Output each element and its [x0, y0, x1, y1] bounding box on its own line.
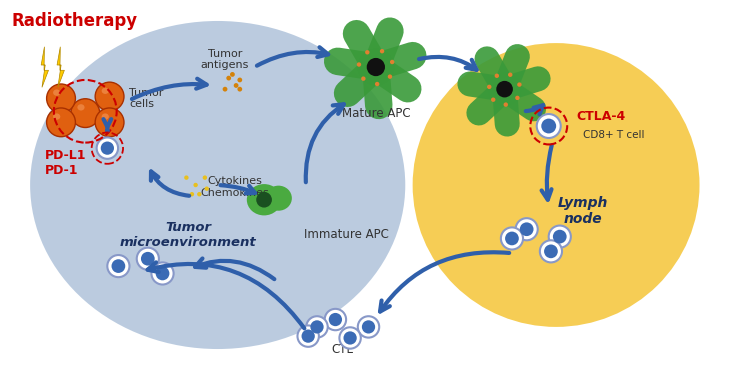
PathPatch shape — [57, 47, 64, 87]
Ellipse shape — [77, 104, 85, 111]
Text: PD-L1
PD-1: PD-L1 PD-1 — [45, 149, 86, 177]
Ellipse shape — [53, 90, 60, 96]
Ellipse shape — [361, 77, 366, 81]
Ellipse shape — [230, 72, 235, 77]
Text: Mature APC: Mature APC — [341, 107, 411, 120]
Ellipse shape — [362, 320, 375, 333]
Ellipse shape — [234, 83, 239, 88]
Ellipse shape — [517, 83, 522, 87]
Text: Lymph
node: Lymph node — [558, 196, 609, 226]
Ellipse shape — [102, 114, 109, 120]
Ellipse shape — [102, 88, 109, 94]
Ellipse shape — [97, 137, 118, 159]
Ellipse shape — [189, 192, 194, 196]
Ellipse shape — [487, 85, 492, 89]
Ellipse shape — [413, 43, 699, 327]
Text: Cytokines
Chemokines: Cytokines Chemokines — [200, 176, 269, 198]
Ellipse shape — [488, 73, 521, 106]
Ellipse shape — [108, 255, 130, 277]
Ellipse shape — [501, 228, 523, 249]
Ellipse shape — [223, 87, 228, 91]
Ellipse shape — [544, 245, 558, 258]
Ellipse shape — [204, 186, 209, 191]
Text: CTLA-4: CTLA-4 — [576, 110, 625, 123]
Ellipse shape — [237, 78, 242, 83]
Ellipse shape — [193, 183, 198, 187]
Ellipse shape — [137, 248, 159, 270]
Ellipse shape — [367, 58, 385, 76]
Ellipse shape — [247, 184, 282, 215]
Ellipse shape — [357, 49, 394, 85]
Ellipse shape — [307, 316, 328, 337]
Ellipse shape — [310, 320, 324, 333]
Text: Tumor
antigens: Tumor antigens — [201, 49, 249, 70]
Ellipse shape — [197, 192, 201, 196]
Ellipse shape — [503, 102, 508, 107]
Text: Tumor
cells: Tumor cells — [130, 88, 164, 109]
Ellipse shape — [256, 192, 272, 208]
Ellipse shape — [516, 218, 538, 240]
Ellipse shape — [184, 175, 189, 180]
Ellipse shape — [520, 222, 534, 236]
Ellipse shape — [375, 82, 380, 86]
Ellipse shape — [380, 49, 384, 53]
Ellipse shape — [71, 99, 99, 128]
Ellipse shape — [101, 141, 114, 155]
Ellipse shape — [237, 87, 242, 91]
Ellipse shape — [340, 327, 361, 349]
Text: Immature APC: Immature APC — [304, 228, 389, 241]
Text: Tumor
microenvironment: Tumor microenvironment — [120, 221, 256, 249]
Ellipse shape — [515, 96, 520, 100]
Ellipse shape — [539, 240, 562, 262]
Ellipse shape — [508, 73, 512, 77]
Ellipse shape — [496, 81, 513, 97]
Ellipse shape — [541, 119, 556, 134]
Ellipse shape — [46, 84, 75, 113]
Ellipse shape — [505, 232, 519, 245]
Text: Radiotherapy: Radiotherapy — [12, 12, 138, 30]
Ellipse shape — [53, 114, 60, 120]
Ellipse shape — [388, 74, 392, 79]
Ellipse shape — [357, 62, 361, 67]
Ellipse shape — [95, 108, 124, 137]
Ellipse shape — [111, 259, 125, 273]
Ellipse shape — [265, 186, 292, 211]
Ellipse shape — [365, 50, 369, 54]
Ellipse shape — [141, 252, 155, 266]
Text: CTL: CTL — [332, 343, 354, 356]
Ellipse shape — [30, 21, 405, 349]
Ellipse shape — [343, 332, 357, 344]
PathPatch shape — [41, 47, 49, 87]
Ellipse shape — [46, 108, 75, 137]
Ellipse shape — [491, 97, 495, 102]
Ellipse shape — [357, 316, 380, 337]
Ellipse shape — [390, 60, 394, 64]
Ellipse shape — [298, 326, 319, 347]
Ellipse shape — [156, 267, 170, 280]
Ellipse shape — [301, 330, 315, 343]
Ellipse shape — [495, 74, 499, 78]
Ellipse shape — [226, 76, 231, 81]
Text: CD8+ T cell: CD8+ T cell — [583, 130, 645, 140]
Ellipse shape — [325, 309, 346, 330]
Ellipse shape — [548, 226, 571, 248]
Ellipse shape — [151, 262, 174, 285]
Ellipse shape — [537, 114, 561, 138]
Ellipse shape — [203, 175, 207, 180]
Ellipse shape — [95, 82, 124, 111]
Ellipse shape — [553, 230, 567, 243]
Ellipse shape — [329, 313, 342, 326]
